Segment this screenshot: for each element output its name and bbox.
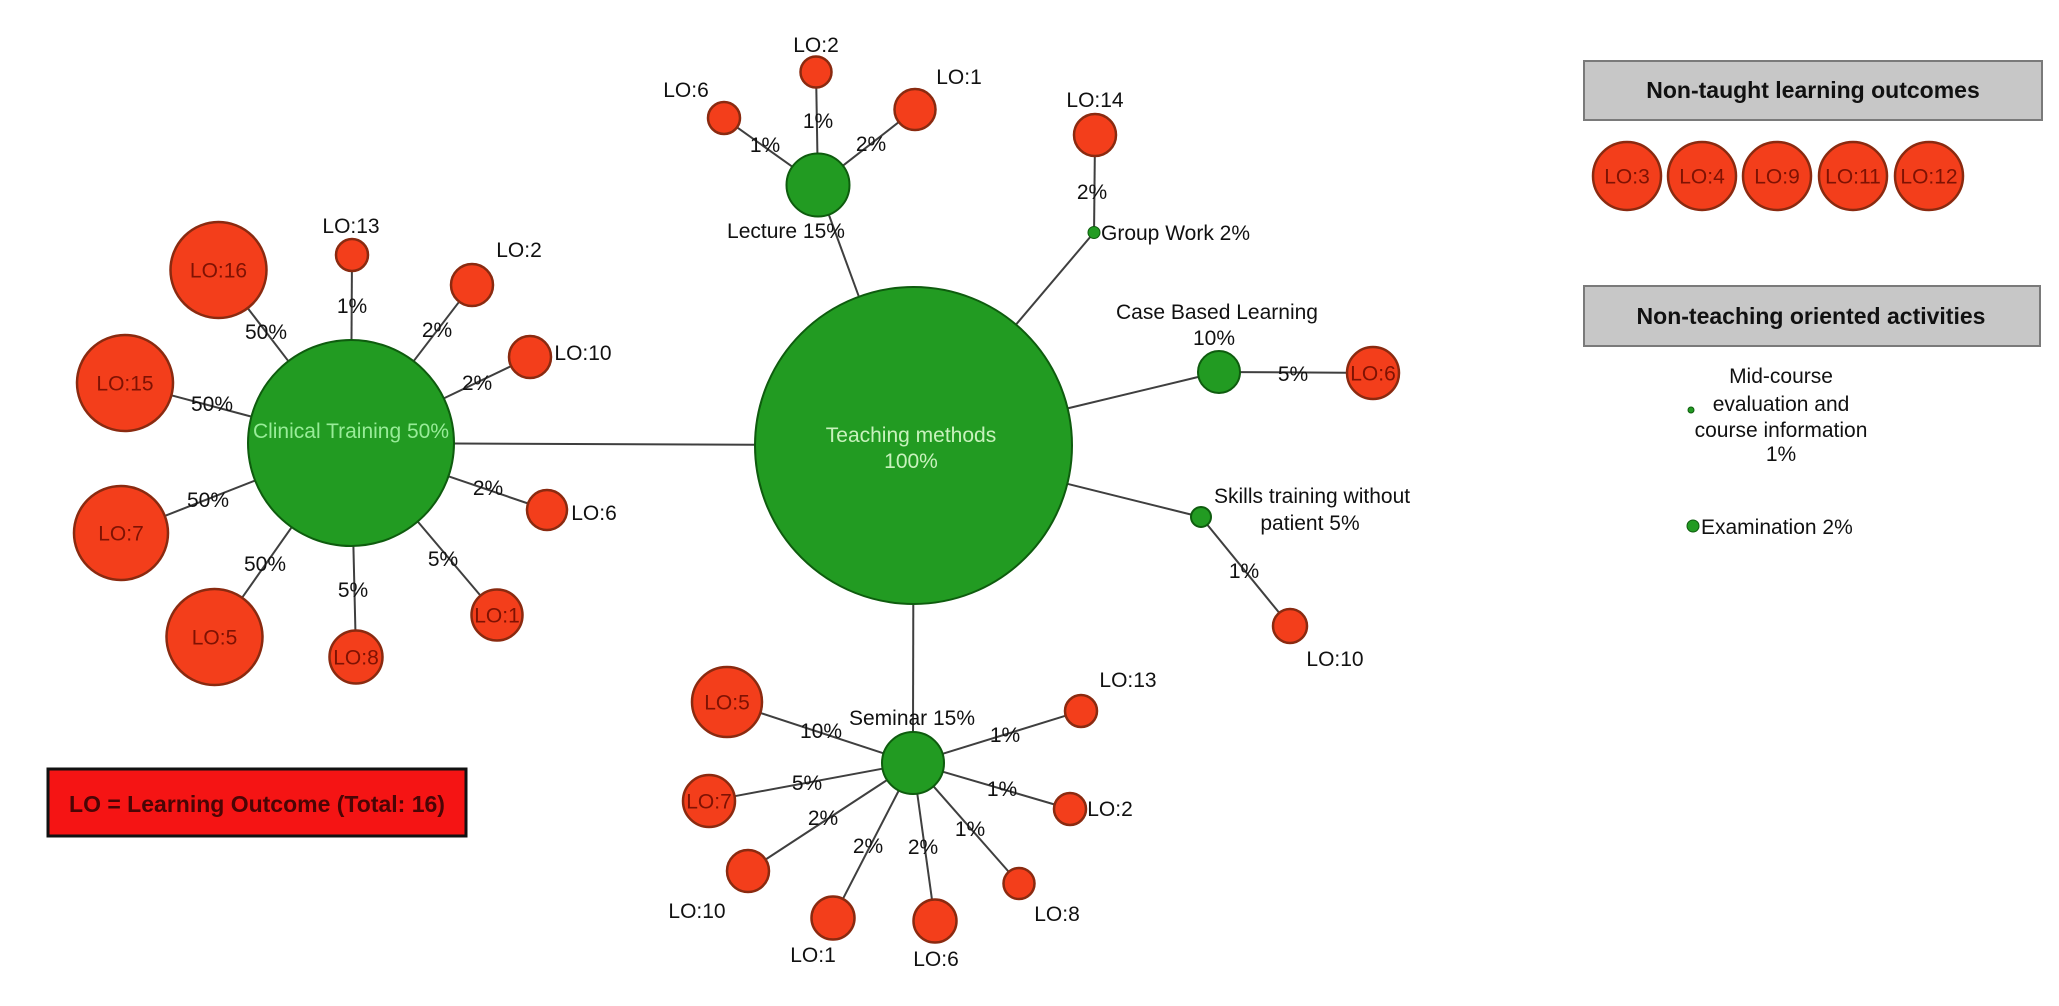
svg-text:LO:6: LO:6 (1350, 363, 1396, 386)
svg-text:patient 5%: patient 5% (1260, 512, 1359, 535)
svg-text:LO:1: LO:1 (936, 66, 982, 89)
svg-text:1%: 1% (337, 295, 367, 318)
svg-text:50%: 50% (244, 553, 286, 576)
svg-text:LO:2: LO:2 (793, 34, 839, 57)
svg-text:1%: 1% (750, 134, 780, 157)
svg-text:LO:7: LO:7 (98, 523, 144, 546)
svg-text:5%: 5% (428, 548, 458, 571)
svg-text:1%: 1% (955, 818, 985, 841)
svg-text:Case Based Learning: Case Based Learning (1116, 301, 1318, 324)
svg-text:LO:10: LO:10 (668, 900, 725, 923)
svg-text:LO:8: LO:8 (1034, 903, 1080, 926)
svg-text:LO:13: LO:13 (1099, 669, 1156, 692)
svg-text:LO:5: LO:5 (704, 692, 750, 715)
svg-text:course information: course information (1695, 419, 1868, 442)
svg-text:50%: 50% (187, 489, 229, 512)
svg-text:2%: 2% (908, 836, 938, 859)
svg-text:2%: 2% (856, 133, 886, 156)
svg-text:Non-teaching oriented activiti: Non-teaching oriented activities (1637, 303, 1986, 329)
svg-text:LO:12: LO:12 (1900, 166, 1957, 189)
svg-text:LO:7: LO:7 (686, 791, 732, 814)
svg-text:LO:10: LO:10 (554, 342, 611, 365)
svg-text:LO:2: LO:2 (1087, 798, 1133, 821)
svg-text:LO:2: LO:2 (496, 239, 542, 262)
svg-text:Skills training without: Skills training without (1214, 485, 1410, 508)
svg-text:LO:6: LO:6 (913, 948, 959, 971)
svg-text:Teaching methods: Teaching methods (826, 424, 996, 447)
svg-text:LO = Learning Outcome (Total:: LO = Learning Outcome (Total: 16) (69, 791, 445, 817)
svg-text:LO:9: LO:9 (1754, 166, 1800, 189)
svg-text:5%: 5% (338, 579, 368, 602)
svg-text:LO:3: LO:3 (1604, 166, 1650, 189)
svg-text:Mid-course: Mid-course (1729, 365, 1833, 388)
svg-text:LO:1: LO:1 (474, 605, 520, 628)
svg-text:LO:6: LO:6 (663, 79, 709, 102)
svg-text:Examination 2%: Examination 2% (1701, 516, 1853, 539)
svg-text:Group Work 2%: Group Work 2% (1101, 222, 1250, 245)
svg-text:LO:15: LO:15 (96, 373, 153, 396)
svg-text:1%: 1% (803, 110, 833, 133)
svg-text:1%: 1% (987, 778, 1017, 801)
svg-text:LO:1: LO:1 (790, 944, 836, 967)
svg-text:50%: 50% (245, 321, 287, 344)
svg-text:2%: 2% (462, 372, 492, 395)
svg-text:LO:5: LO:5 (192, 627, 238, 650)
svg-text:LO:13: LO:13 (322, 215, 379, 238)
svg-text:10%: 10% (800, 720, 842, 743)
svg-text:LO:6: LO:6 (571, 502, 617, 525)
svg-text:LO:11: LO:11 (1825, 166, 1881, 189)
svg-text:Clinical Training 50%: Clinical Training 50% (253, 420, 449, 443)
svg-text:evaluation and: evaluation and (1713, 393, 1850, 416)
svg-text:LO:4: LO:4 (1679, 166, 1725, 189)
svg-text:2%: 2% (853, 835, 883, 858)
svg-text:LO:14: LO:14 (1066, 89, 1124, 112)
svg-text:Lecture 15%: Lecture 15% (727, 220, 845, 243)
svg-text:100%: 100% (884, 450, 938, 473)
svg-text:Seminar 15%: Seminar 15% (849, 707, 975, 730)
svg-text:1%: 1% (990, 724, 1020, 747)
svg-text:5%: 5% (792, 772, 822, 795)
svg-text:2%: 2% (1077, 181, 1107, 204)
svg-text:1%: 1% (1766, 443, 1796, 466)
svg-text:2%: 2% (808, 807, 838, 830)
svg-text:50%: 50% (191, 393, 233, 416)
svg-text:LO:10: LO:10 (1306, 648, 1363, 671)
svg-text:2%: 2% (422, 319, 452, 342)
svg-text:2%: 2% (473, 477, 503, 500)
svg-text:Non-taught learning outcomes: Non-taught learning outcomes (1646, 77, 1980, 103)
svg-text:1%: 1% (1229, 560, 1259, 583)
svg-text:5%: 5% (1278, 363, 1308, 386)
svg-text:LO:16: LO:16 (190, 260, 247, 283)
svg-text:10%: 10% (1193, 327, 1235, 350)
svg-text:LO:8: LO:8 (333, 647, 379, 670)
